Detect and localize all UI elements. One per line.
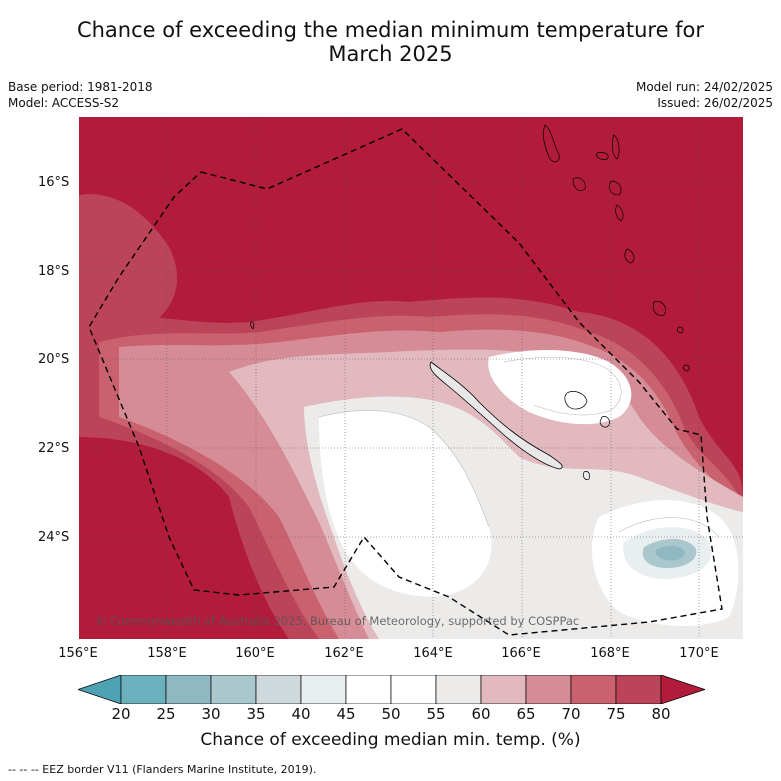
lon-label-164e: 164°E — [413, 646, 453, 661]
lon-label-156e: 156°E — [58, 646, 98, 661]
issued-date: Issued: 26/02/2025 — [657, 96, 773, 110]
map-title-line1: Chance of exceeding the median minimum t… — [76, 18, 705, 42]
lat-label-24s: 24°S — [38, 530, 70, 545]
colorbar-cells — [120, 675, 662, 704]
colorbar-label: Chance of exceeding median min. temp. (%… — [200, 730, 581, 750]
colorbar-cell — [345, 675, 392, 704]
map-title-line2: March 2025 — [328, 42, 453, 66]
region-25 — [655, 545, 685, 561]
eez-footnote: -- -- -- EEZ border V11 (Flanders Marine… — [8, 763, 317, 776]
colorbar-cell — [480, 675, 527, 704]
lat-label-18s: 18°S — [38, 264, 70, 279]
walpole-island — [583, 471, 590, 480]
colorbar-cell — [525, 675, 572, 704]
colorbar-tick-label: 25 — [156, 705, 176, 723]
colorbar-max-arrow — [660, 675, 705, 704]
colorbar-cell — [300, 675, 347, 704]
colorbar-tick-label: 75 — [606, 705, 626, 723]
lat-label-16s: 16°S — [38, 175, 70, 190]
colorbar-cell — [390, 675, 437, 704]
new-caledonia-island — [429, 361, 563, 470]
lon-label-160e: 160°E — [235, 646, 275, 661]
map-title: Chance of exceeding the median minimum t… — [0, 18, 781, 66]
base-period: Base period: 1981-2018 — [8, 80, 153, 94]
lon-label-162e: 162°E — [324, 646, 364, 661]
colorbar-tick-label: 30 — [201, 705, 221, 723]
meta-left: Base period: 1981-2018 Model: ACCESS-S2 — [8, 79, 153, 111]
colorbar-tick-label: 65 — [516, 705, 536, 723]
colorbar-cell — [120, 675, 167, 704]
region-50-southwest — [319, 410, 492, 597]
colorbar-cell — [570, 675, 617, 704]
colorbar — [78, 675, 705, 704]
model-run: Model run: 24/02/2025 — [635, 80, 773, 94]
colorbar-tick-label: 20 — [111, 705, 131, 723]
colorbar-min-arrow — [78, 675, 122, 704]
probability-map — [79, 117, 743, 639]
colorbar-cell — [615, 675, 662, 704]
lon-label-168e: 168°E — [590, 646, 630, 661]
colorbar-tick-label: 60 — [471, 705, 491, 723]
colorbar-cell — [255, 675, 302, 704]
lon-label-166e: 166°E — [501, 646, 541, 661]
region-50-northeast — [488, 350, 632, 425]
lon-label-170e: 170°E — [679, 646, 719, 661]
colorbar-tick-label: 35 — [246, 705, 266, 723]
vanuatu-islands — [543, 124, 690, 372]
mare-island — [599, 416, 610, 428]
lon-label-158e: 158°E — [147, 646, 187, 661]
lifou-island — [564, 391, 588, 410]
colorbar-ticks: 20 25 30 35 40 45 50 55 60 65 70 75 80 — [0, 705, 781, 725]
chesterfield-islands — [250, 321, 255, 330]
region-75-west — [79, 194, 178, 340]
colorbar-tick-label: 70 — [561, 705, 581, 723]
colorbar-tick-label: 45 — [336, 705, 356, 723]
lat-label-22s: 22°S — [38, 441, 70, 456]
colorbar-cell — [210, 675, 257, 704]
eez-border — [88, 128, 723, 636]
copyright-notice: © Commonwealth of Australia 2025, Bureau… — [95, 614, 580, 628]
map-area[interactable] — [79, 117, 743, 639]
graticule — [79, 117, 743, 639]
colorbar-tick-label: 80 — [651, 705, 671, 723]
colorbar-cell — [165, 675, 212, 704]
colorbar-tick-label: 50 — [381, 705, 401, 723]
meta-right: Model run: 24/02/2025 Issued: 26/02/2025 — [636, 79, 773, 111]
lat-label-20s: 20°S — [38, 352, 70, 367]
model-name: Model: ACCESS-S2 — [8, 96, 120, 110]
colorbar-cell — [435, 675, 482, 704]
colorbar-tick-label: 55 — [426, 705, 446, 723]
colorbar-tick-label: 40 — [291, 705, 311, 723]
